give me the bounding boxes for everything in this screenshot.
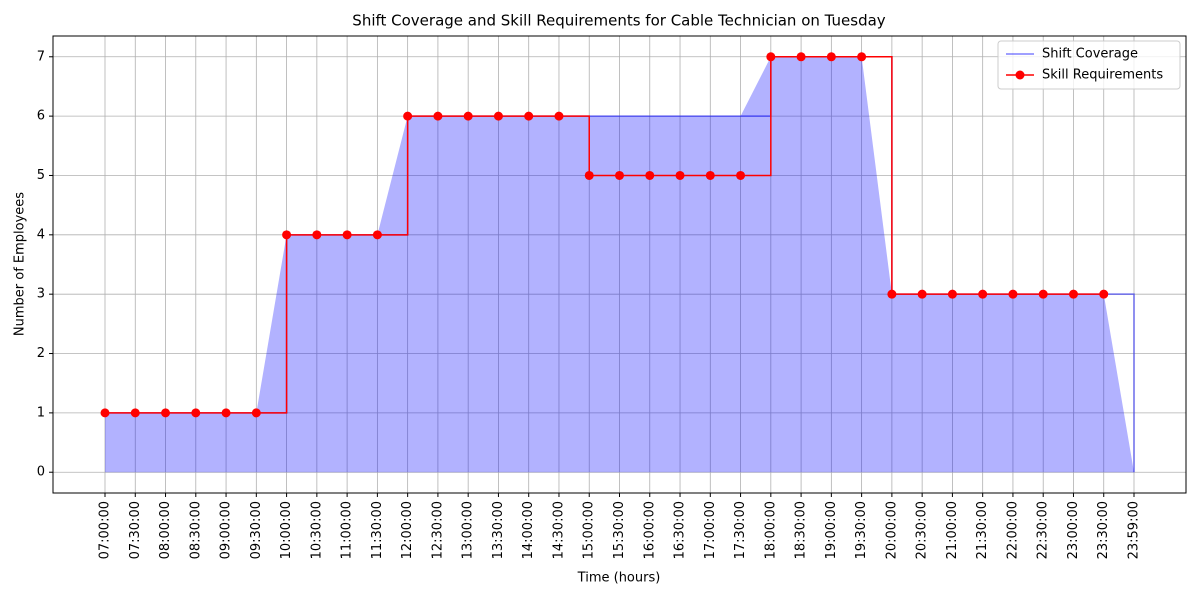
y-tick-label: 1 [37, 405, 45, 420]
marker [675, 170, 685, 180]
coverage-area [105, 56, 1134, 473]
y-axis-label: Number of Employees [13, 192, 28, 336]
x-tick-label: 22:00:00 [1005, 501, 1020, 559]
marker [282, 230, 292, 240]
x-tick-label: 18:00:00 [763, 501, 778, 559]
x-tick-label: 20:00:00 [884, 501, 899, 559]
marker [161, 408, 171, 418]
x-tick-label: 13:00:00 [461, 501, 476, 559]
x-tick-label: 10:30:00 [309, 501, 324, 559]
x-tick-label: 12:00:00 [400, 501, 415, 559]
x-tick-label: 13:30:00 [491, 501, 506, 559]
x-tick-label: 20:30:00 [915, 501, 930, 559]
marker [705, 170, 715, 180]
marker [433, 111, 443, 121]
legend-label: Skill Requirements [1042, 68, 1163, 83]
marker [736, 170, 746, 180]
marker [796, 52, 806, 62]
x-tick-label: 18:30:00 [794, 501, 809, 559]
marker [342, 230, 352, 240]
legend-box [997, 40, 1181, 90]
x-tick-label: 19:00:00 [824, 501, 839, 559]
y-tick-label: 0 [37, 465, 45, 480]
x-tick-label: 10:00:00 [279, 501, 294, 559]
marker [372, 230, 382, 240]
marker [857, 52, 867, 62]
marker [978, 289, 988, 299]
marker [826, 52, 836, 62]
marker [251, 408, 261, 418]
x-tick-label: 16:00:00 [642, 501, 657, 559]
x-tick-label: 23:30:00 [1096, 501, 1111, 559]
y-tick-label: 2 [37, 346, 45, 361]
marker [1099, 289, 1109, 299]
y-tick-label: 3 [37, 287, 45, 302]
x-tick-label: 09:00:00 [219, 501, 234, 559]
x-tick-label: 17:30:00 [733, 501, 748, 559]
marker [463, 111, 473, 121]
marker [887, 289, 897, 299]
y-tick-label: 5 [37, 168, 45, 183]
marker [221, 408, 231, 418]
x-tick-label: 17:00:00 [703, 501, 718, 559]
x-tick-label: 16:30:00 [673, 501, 688, 559]
marker [191, 408, 201, 418]
x-tick-label: 15:30:00 [612, 501, 627, 559]
x-tick-label: 23:00:00 [1066, 501, 1081, 559]
x-tick-label: 14:00:00 [521, 501, 536, 559]
x-tick-label: 08:30:00 [188, 501, 203, 559]
marker [584, 170, 594, 180]
marker [947, 289, 957, 299]
x-tick-label: 21:30:00 [975, 501, 990, 559]
marker [645, 170, 655, 180]
x-tick-label: 19:30:00 [854, 501, 869, 559]
marker [766, 52, 776, 62]
marker [312, 230, 322, 240]
legend-label: Shift Coverage [1042, 47, 1138, 62]
x-tick-label: 07:00:00 [98, 501, 113, 559]
marker [403, 111, 413, 121]
x-tick-label: 23:59:00 [1127, 501, 1142, 559]
marker [615, 170, 624, 180]
x-tick-label: 11:00:00 [340, 501, 355, 559]
plot-frame [52, 35, 1187, 494]
marker [524, 111, 534, 121]
y-tick-label: 6 [37, 109, 45, 124]
x-tick-label: 15:00:00 [582, 501, 597, 559]
x-tick-label: 08:00:00 [158, 501, 173, 559]
marker [1038, 289, 1048, 299]
x-axis-label: Time (hours) [577, 571, 661, 586]
legend-marker [1015, 70, 1025, 80]
marker [1068, 289, 1078, 299]
x-tick-label: 22:30:00 [1036, 501, 1051, 559]
x-tick-label: 11:30:00 [370, 501, 385, 559]
legend: Shift Coverage Skill Requirements [997, 40, 1181, 90]
marker [493, 111, 503, 121]
x-tick-label: 12:30:00 [430, 501, 445, 559]
marker [1008, 289, 1018, 299]
y-tick-label: 7 [37, 49, 45, 64]
x-tick-label: 07:30:00 [128, 501, 143, 559]
y-tick-label: 4 [37, 227, 45, 242]
marker [100, 408, 110, 418]
x-tick-label: 21:00:00 [945, 501, 960, 559]
marker [554, 111, 564, 121]
chart-title: Shift Coverage and Skill Requirements fo… [352, 12, 886, 30]
marker [917, 289, 927, 299]
x-tick-label: 09:30:00 [249, 501, 264, 559]
x-tick-label: 14:30:00 [551, 501, 566, 559]
marker [130, 408, 140, 418]
